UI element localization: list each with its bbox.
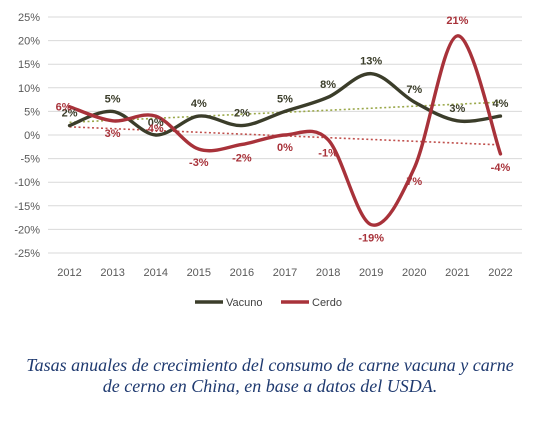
data-label-cerdo: 4% [148,123,164,135]
data-labels: 2%5%0%4%2%5%8%13%7%3% 4%6%3% 4%-3% -2%0% -1%… [56,15,511,245]
x-tick-label: 2018 [316,267,340,279]
y-tick-label: 0% [24,130,40,142]
y-tick-label: 5% [24,106,40,118]
series-line-cerdo [67,34,503,227]
data-label-cerdo: -3% [189,157,209,169]
data-label-cerdo: 3% [105,128,121,140]
data-label-vacuno: 4% [191,98,207,110]
y-tick-label: -10% [14,177,40,189]
y-axis-tick-labels: 25% 20% 15% 10% 5% 0% -5% -10% -15% -20% -25% [14,12,40,260]
data-label-cerdo: -19% [358,233,384,245]
x-axis-tick-labels: 2012 2013 2014 2015 2016 2017 2018 2019 2020 2021… [57,267,512,279]
y-tick-label: 15% [18,59,40,71]
y-tick-label: -5% [20,154,40,166]
legend: Vacuno Cerdo [195,297,342,309]
data-label-cerdo: 21% [446,15,468,27]
x-tick-label: 2016 [230,267,254,279]
data-label-vacuno: 3% [449,103,465,115]
data-label-vacuno: 5% [105,93,121,105]
data-label-vacuno: 2% [62,108,78,120]
y-tick-label: 20% [18,36,40,48]
series-lines [67,34,503,227]
data-label-cerdo: -2% [232,152,252,164]
x-tick-label: 2021 [445,267,469,279]
x-tick-label: 2013 [100,267,124,279]
data-label-cerdo: 6% [56,102,72,114]
y-tick-label: -25% [14,248,40,260]
series-line-vacuno [67,71,503,137]
y-tick-label: 10% [18,83,40,95]
x-tick-label: 2015 [187,267,211,279]
legend-label-cerdo: Cerdo [312,297,342,309]
x-tick-label: 2020 [402,267,426,279]
x-tick-label: 2012 [57,267,81,279]
data-label-cerdo: 7% [406,176,422,188]
data-label-vacuno: 13% [360,56,382,68]
data-label-vacuno: 0% [148,117,164,129]
data-label-vacuno: 5% [277,93,293,105]
x-tick-label: 2019 [359,267,383,279]
data-label-vacuno: 2% [234,108,250,120]
y-tick-label: -20% [14,224,40,236]
data-label-cerdo: 0% [277,142,293,154]
y-tick-label: 25% [18,12,40,24]
data-label-vacuno: 4% [493,98,509,110]
x-tick-label: 2014 [143,267,167,279]
figure-caption: Tasas anuales de crecimiento del consumo… [26,355,514,396]
data-label-cerdo: -1% [318,148,338,160]
legend-label-vacuno: Vacuno [226,297,263,309]
y-tick-label: -15% [14,201,40,213]
x-tick-label: 2022 [488,267,512,279]
data-label-cerdo: -4% [491,162,511,174]
data-label-vacuno: 7% [406,84,422,96]
line-chart: 25% 20% 15% 10% 5% 0% -5% -10% -15% -20% -25% 2012… [14,12,522,309]
x-tick-label: 2017 [273,267,297,279]
data-label-vacuno: 8% [320,79,336,91]
